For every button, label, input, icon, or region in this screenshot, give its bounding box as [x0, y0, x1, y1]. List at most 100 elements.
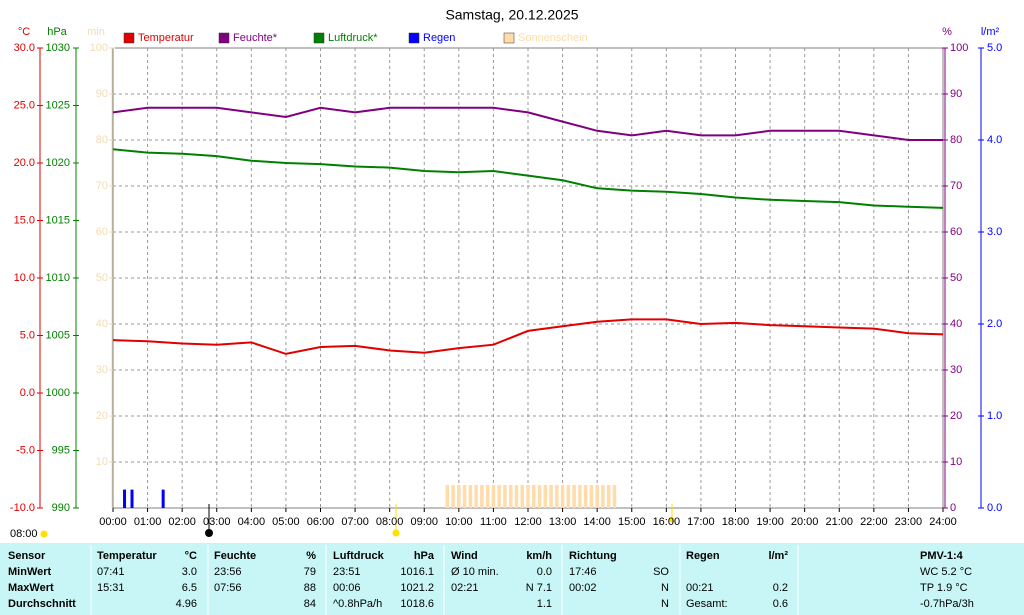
x-tick-label: 23:00: [895, 516, 923, 528]
bar: [468, 485, 473, 508]
bar: [532, 485, 536, 508]
y-tick-label: 5.0: [987, 42, 1002, 54]
bar: [485, 485, 490, 508]
y-tick-label: 990: [52, 502, 70, 514]
table-cell: 00:06: [333, 582, 361, 594]
bar: [572, 485, 576, 508]
bar: [578, 485, 582, 508]
table-cell: MaxWert: [8, 582, 54, 594]
table-cell: Temperatur: [97, 550, 157, 562]
y-tick-label: 15.0: [14, 214, 35, 226]
table-cell: -0.7hPa/3h: [920, 598, 974, 610]
bar: [451, 485, 455, 508]
y-tick-label: 30: [96, 364, 108, 376]
bar: [606, 485, 611, 508]
sunset-dot: [669, 517, 675, 523]
y-tick-label: 70: [96, 180, 108, 192]
x-tick-label: 19:00: [756, 516, 784, 528]
table-cell: 79: [304, 566, 316, 578]
y-tick-label: 2.0: [987, 318, 1002, 330]
table-cell: 17:46: [569, 566, 597, 578]
x-tick-label: 14:00: [583, 516, 611, 528]
x-tick-label: 04:00: [238, 516, 266, 528]
x-tick-label: 15:00: [618, 516, 646, 528]
bar: [583, 485, 588, 508]
table-cell: hPa: [414, 550, 435, 562]
y-tick-label: 90: [950, 88, 962, 100]
x-tick-label: 16:00: [653, 516, 681, 528]
y-tick-label: 1.0: [987, 410, 1002, 422]
axis-unit: hPa: [47, 26, 67, 38]
table-cell: 6.5: [182, 582, 197, 594]
table-cell: Regen: [686, 550, 720, 562]
y-tick-label: -10.0: [10, 502, 35, 514]
y-tick-label: 3.0: [987, 226, 1002, 238]
y-tick-label: 60: [96, 226, 108, 238]
y-tick-label: 995: [52, 444, 70, 456]
y-tick-label: 1005: [46, 329, 70, 341]
bar: [508, 485, 513, 508]
x-tick-label: 09:00: [410, 516, 438, 528]
y-tick-label: 20: [950, 410, 962, 422]
table-cell: 23:56: [214, 566, 242, 578]
legend-swatch: [503, 32, 515, 44]
legend-swatch: [313, 32, 325, 44]
table-cell: 23:51: [333, 566, 361, 578]
axis-unit: l/m²: [981, 26, 1000, 38]
x-tick-label: 13:00: [549, 516, 577, 528]
x-tick-label: 08:00: [376, 516, 404, 528]
y-tick-label: 40: [950, 318, 962, 330]
table-cell: 4.96: [176, 598, 197, 610]
table-cell: 00:21: [686, 582, 714, 594]
legend-label: Temperatur: [138, 32, 194, 44]
table-cell: 1021.2: [400, 582, 434, 594]
table-cell: Wind: [451, 550, 478, 562]
table-cell: °C: [185, 550, 197, 562]
y-tick-label: 40: [96, 318, 108, 330]
bar: [161, 489, 165, 508]
table-cell: ^0.8hPa/h: [333, 598, 382, 610]
sun-icon: [40, 530, 48, 538]
table-cell: 0.6: [773, 598, 788, 610]
y-tick-label: 4.0: [987, 134, 1002, 146]
table-cell: l/m²: [768, 550, 788, 562]
bar: [526, 485, 530, 508]
y-tick-label: 1020: [46, 157, 70, 169]
table-cell: 3.0: [182, 566, 197, 578]
bar: [123, 489, 127, 508]
table-cell: 15:31: [97, 582, 125, 594]
bar: [543, 485, 548, 508]
y-tick-label: 25.0: [14, 99, 35, 111]
x-tick-label: 12:00: [514, 516, 542, 528]
chart-title: Samstag, 20.12.2025: [445, 7, 578, 23]
x-tick-label: 02:00: [168, 516, 196, 528]
table-cell: N: [661, 598, 669, 610]
table-cell: N 7.1: [526, 582, 552, 594]
table-cell: 00:02: [569, 582, 597, 594]
line-series: [112, 106, 943, 141]
x-tick-label: 20:00: [791, 516, 819, 528]
marker-dot: [205, 529, 213, 537]
table-cell: 88: [304, 582, 316, 594]
bar: [474, 485, 478, 508]
y-tick-label: 1000: [46, 387, 70, 399]
y-tick-label: 30: [950, 364, 962, 376]
table-cell: Richtung: [569, 550, 617, 562]
y-tick-label: 10.0: [14, 272, 35, 284]
legend-label: Sonnenschein: [518, 32, 588, 44]
y-tick-label: 80: [96, 134, 108, 146]
table-cell: 1018.6: [400, 598, 434, 610]
table-cell: PMV-1:4: [920, 550, 964, 562]
bar: [601, 485, 605, 508]
legend-swatch: [123, 32, 135, 44]
y-tick-label: 50: [96, 272, 108, 284]
table-cell: 07:41: [97, 566, 125, 578]
bar: [462, 485, 467, 508]
x-tick-label: 11:00: [480, 516, 507, 528]
y-tick-label: 90: [96, 88, 108, 100]
bar: [497, 485, 501, 508]
y-tick-label: -5.0: [16, 444, 35, 456]
x-tick-label: 06:00: [307, 516, 335, 528]
bar: [480, 485, 484, 508]
line-series: [112, 148, 944, 209]
